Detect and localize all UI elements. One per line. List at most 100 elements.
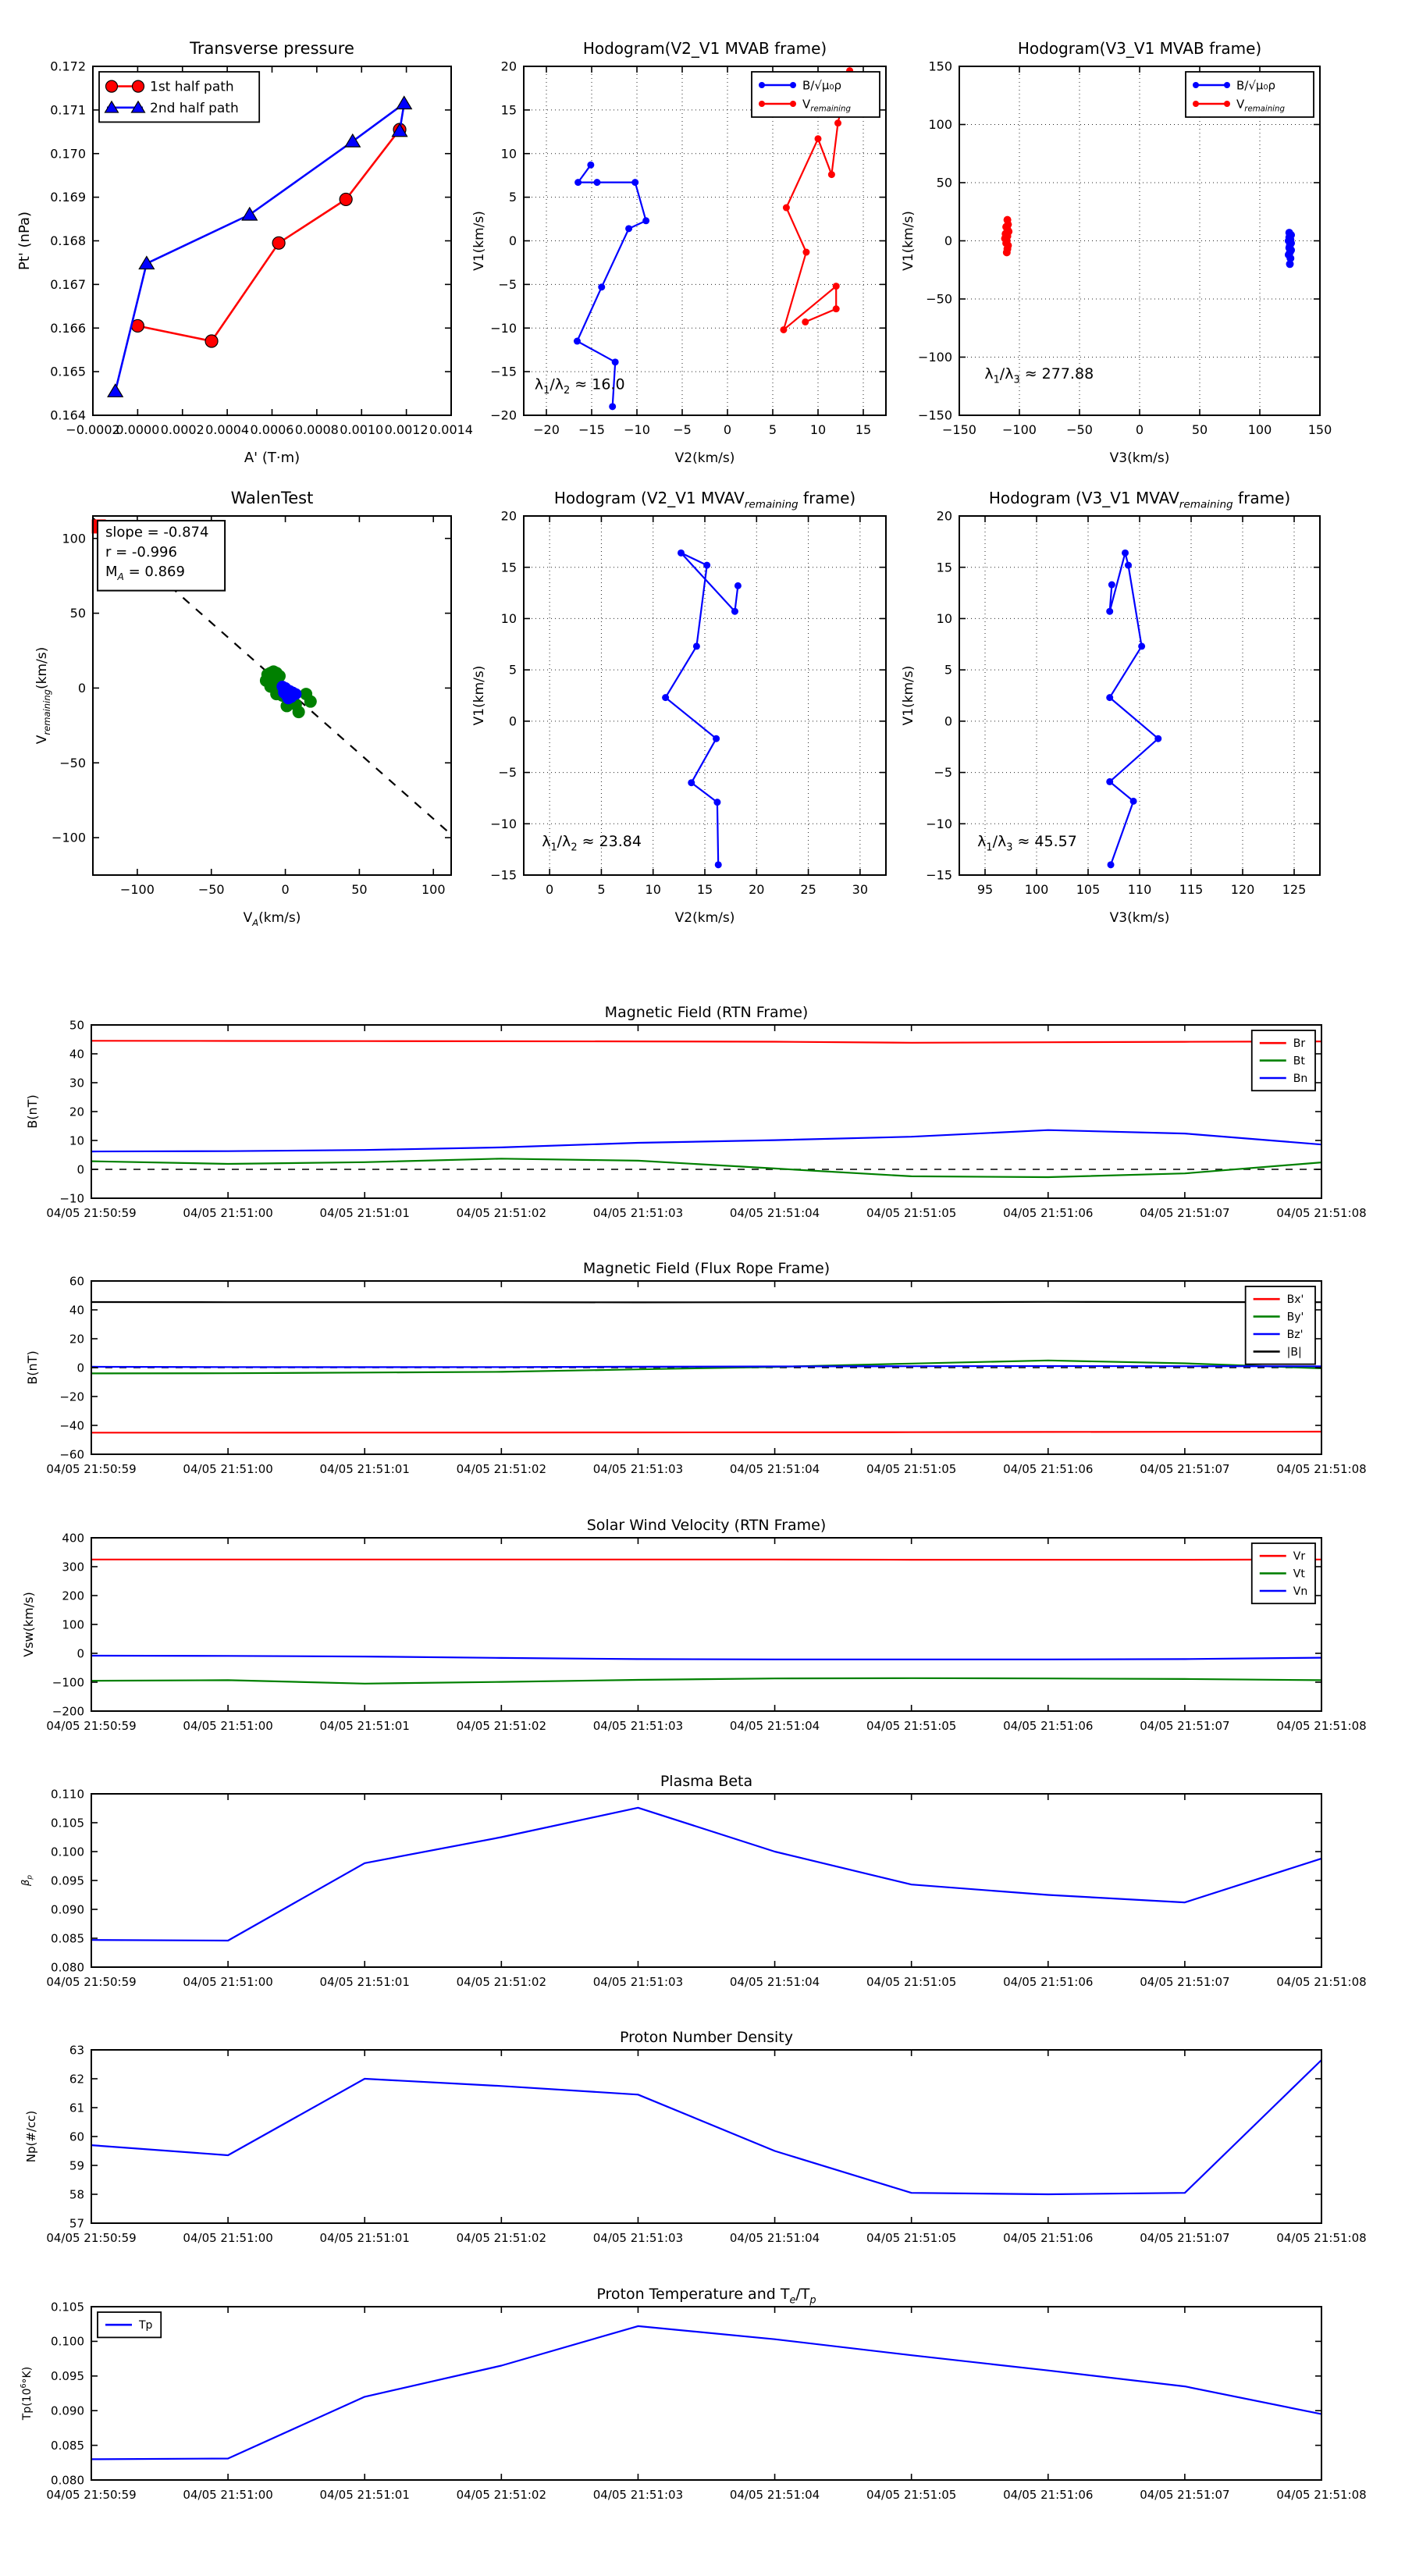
y-tick-label: −150 [918, 408, 952, 423]
plot-title: Magnetic Field (Flux Rope Frame) [583, 1260, 830, 1277]
y-tick-label: 0.170 [50, 146, 86, 161]
x-tick-label: 04/05 21:51:02 [457, 2488, 546, 2502]
y-tick-label: 0.090 [51, 2403, 84, 2418]
axes-frame [91, 1793, 1322, 1968]
series-line [91, 1158, 1322, 1179]
y-tick-label: 100 [62, 531, 86, 546]
y-tick-label: 0.105 [51, 2300, 84, 2314]
hodogram-v3v1-mvav-plot: 95 100 105 110 115 120 125 −15 −10 −5 0 5 10 15 20 Hodo… [901, 489, 1321, 926]
data-point-marker [574, 179, 582, 187]
data-point-marker [593, 179, 601, 187]
data-point-marker [344, 133, 361, 148]
x-tick-label: 04/05 21:51:03 [593, 2231, 683, 2245]
x-tick-label: −50 [198, 882, 225, 897]
plasma-beta-plot: 04/05 21:50:59 04/05 21:51:00 04/05 21:51:… [20, 1773, 1367, 1989]
x-tick-label: 20 [749, 882, 764, 897]
x-tick-label: 04/05 21:51:04 [730, 2488, 820, 2502]
y-tick-label: 0.166 [50, 321, 86, 336]
x-tick-label: 04/05 21:51:03 [593, 1719, 683, 1733]
data-point-marker [759, 101, 765, 107]
y-tick-label: 0 [76, 1361, 84, 1375]
y-tick-label: −50 [926, 292, 952, 307]
x-tick-label: 25 [800, 882, 816, 897]
x-axis-label: V3(km/s) [1110, 450, 1170, 466]
series-line [1108, 552, 1159, 866]
series-bz- [91, 1364, 1322, 1368]
data-point-marker [573, 337, 581, 345]
y-tick-label: 40 [69, 1303, 84, 1317]
data-point-marker [1129, 797, 1137, 805]
x-tick-label: 0.0014 [429, 422, 473, 437]
x-tick-label: 04/05 21:50:59 [46, 1462, 136, 1476]
data-point-marker [272, 236, 286, 250]
x-tick-label: 0.0002 [161, 422, 205, 437]
series-line [664, 552, 739, 865]
y-tick-label: 0.165 [50, 365, 86, 379]
legend-label: Vr [1293, 1550, 1306, 1563]
x-tick-label: 04/05 21:51:08 [1276, 2231, 1366, 2245]
series-line [91, 1300, 1322, 1304]
y-tick-label: −5 [498, 765, 517, 780]
data-point-marker [814, 135, 822, 143]
y-tick-label: 0 [509, 713, 517, 728]
y-tick-label: −10 [926, 817, 952, 831]
data-point-marker [1154, 735, 1162, 742]
y-tick-label: 0.171 [50, 102, 86, 117]
y-tick-label: −60 [59, 1447, 84, 1461]
axis-ticks: 04/05 21:50:59 04/05 21:51:00 04/05 21:51:… [46, 2043, 1366, 2245]
x-tick-label: 110 [1128, 882, 1152, 897]
legend: Br Bt Bn [1250, 1030, 1316, 1092]
axis-ticks: 04/05 21:50:59 04/05 21:51:00 04/05 21:51:… [46, 1787, 1366, 1989]
y-tick-label: 50 [70, 606, 86, 621]
x-tick-label: 04/05 21:51:08 [1276, 1206, 1366, 1220]
data-point-marker [1002, 248, 1011, 257]
x-tick-label: 04/05 21:51:07 [1140, 2231, 1229, 2245]
x-tick-label: 04/05 21:51:04 [730, 1462, 820, 1476]
data-point-marker [304, 695, 317, 708]
y-tick-label: 100 [62, 1617, 84, 1631]
x-tick-label: 04/05 21:51:04 [730, 1975, 820, 1989]
axes-frame [92, 515, 452, 876]
y-tick-label: −10 [490, 817, 517, 831]
y-tick-label: 20 [69, 1105, 84, 1119]
x-tick-label: 100 [422, 882, 446, 897]
x-tick-label: 04/05 21:51:01 [320, 1975, 410, 1989]
x-tick-label: −5 [673, 422, 692, 437]
y-tick-label: 0.095 [51, 1873, 84, 1888]
series-v-remaining-hodogram [662, 549, 742, 869]
x-tick-label: 04/05 21:51:08 [1276, 1462, 1366, 1476]
x-tick-label: 04/05 21:51:00 [183, 1719, 272, 1733]
data-point-marker [105, 80, 119, 93]
x-tick-label: 04/05 21:51:06 [1003, 1719, 1093, 1733]
axis-ticks: −20 −15 −10 −5 0 5 10 15 −20 −15 −10 −5 0 5 10 15 20 [490, 59, 886, 437]
data-point-marker [131, 80, 145, 93]
x-tick-label: 04/05 21:51:01 [320, 1719, 410, 1733]
plot-title: Hodogram(V2_V1 MVAB frame) [583, 39, 827, 58]
series-core-points [276, 681, 302, 705]
x-tick-label: 04/05 21:51:04 [730, 2231, 820, 2245]
legend: Bx' By' Bz' |B| [1244, 1286, 1316, 1365]
legend: 1st half path 2nd half path [98, 71, 261, 123]
y-tick-label: 15 [937, 560, 952, 575]
series-b-sqrt-mu0-rho- [1284, 229, 1296, 269]
data-point-marker [734, 582, 742, 589]
axis-ticks: 04/05 21:50:59 04/05 21:51:00 04/05 21:51:… [46, 1531, 1366, 1733]
y-tick-label: 60 [69, 1274, 84, 1288]
series-vt [91, 1677, 1322, 1685]
data-point-marker [587, 161, 595, 169]
y-tick-label: 0.169 [50, 190, 86, 205]
data-point-marker [205, 334, 219, 348]
plot-title: Hodogram (V3_V1 MVAVremaining frame) [989, 489, 1290, 511]
y-tick-label: 10 [501, 146, 517, 161]
y-tick-label: 0 [509, 233, 517, 248]
y-tick-label: 5 [509, 663, 517, 678]
x-tick-label: 04/05 21:51:00 [183, 1206, 272, 1220]
legend-label: Bz' [1287, 1329, 1304, 1341]
plot-title: Plasma Beta [660, 1773, 752, 1790]
y-axis-label: Tp(106°K) [20, 2367, 34, 2421]
y-tick-label: 0 [944, 713, 952, 728]
annotation: λ1/λ2 ≈ 16.0 [535, 375, 625, 396]
x-tick-label: 04/05 21:51:06 [1003, 1206, 1093, 1220]
data-point-marker [713, 735, 720, 742]
